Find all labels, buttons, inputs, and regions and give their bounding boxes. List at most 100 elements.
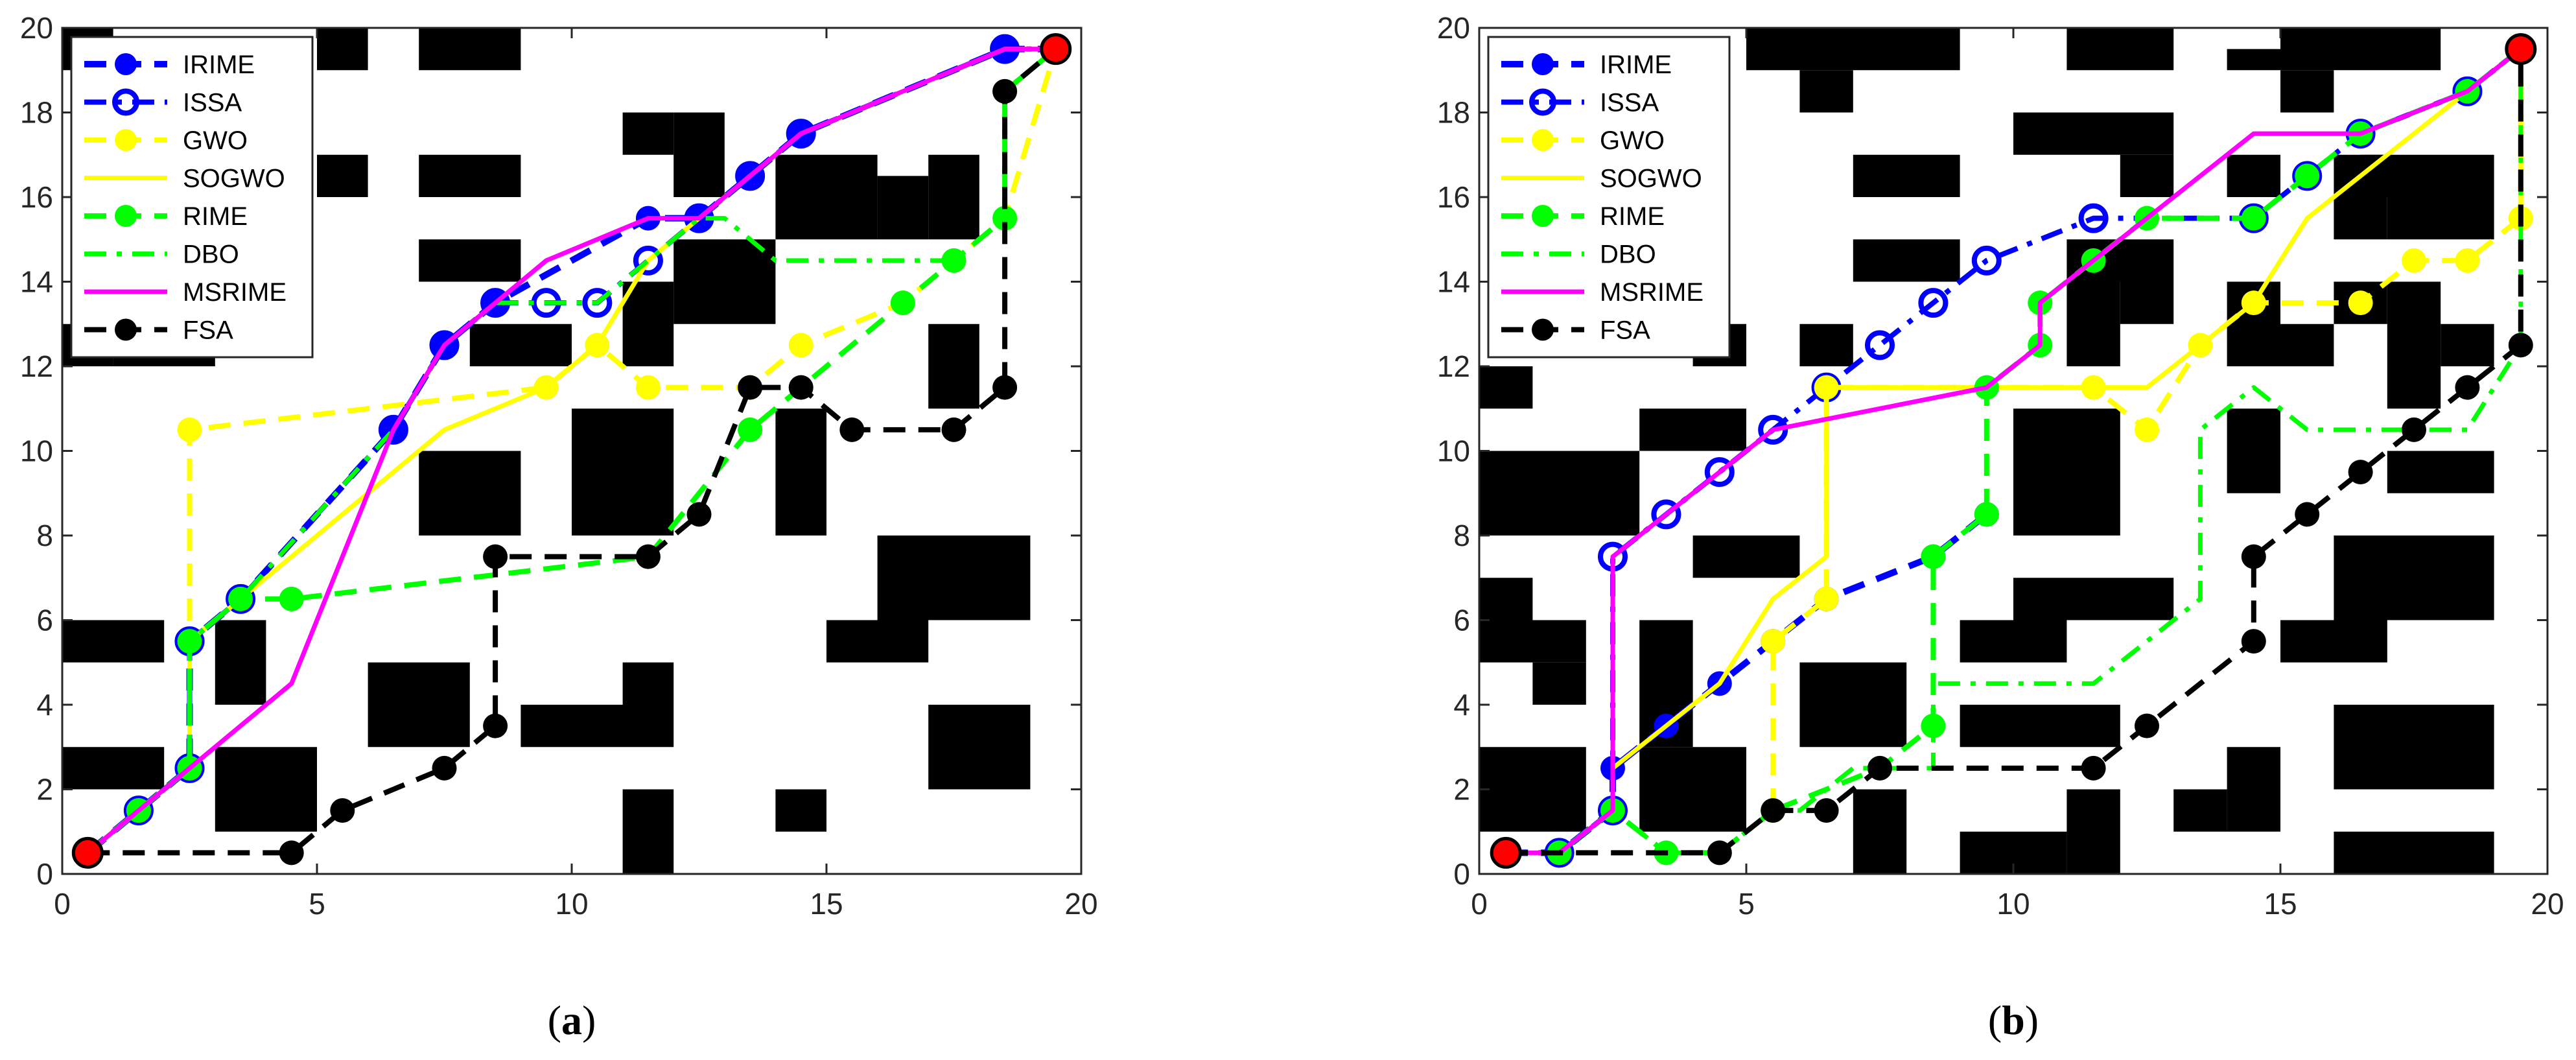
obstacle-block (2120, 281, 2174, 324)
obstacle-layer (1479, 28, 2494, 874)
obstacle-block (1532, 662, 1586, 705)
series-point-fsa (2241, 544, 2266, 569)
y-tick-label: 2 (1453, 773, 1470, 807)
obstacle-block (2067, 281, 2120, 366)
series-point-issa (1704, 457, 1735, 488)
obstacle-block (317, 28, 368, 71)
obstacle-block (419, 239, 521, 282)
obstacle-block (368, 662, 470, 748)
caption-close-paren: ) (2025, 997, 2039, 1043)
series-point-gwo (635, 375, 661, 400)
legend-label-sogwo: SOGWO (183, 165, 285, 193)
obstacle-block (1479, 366, 1533, 409)
series-point-fsa (2455, 375, 2480, 400)
obstacle-block (2227, 154, 2280, 197)
y-tick-label: 4 (1453, 688, 1470, 722)
y-tick-label: 12 (20, 349, 53, 383)
obstacle-block (2227, 408, 2280, 493)
series-point-rime (1974, 502, 1999, 527)
series-point-gwo (2135, 417, 2159, 442)
obstacle-block (1960, 705, 2120, 748)
y-tick-label: 10 (1437, 434, 1470, 468)
series-point-rime (279, 586, 304, 611)
y-tick-label: 0 (1453, 857, 1470, 891)
legend-label-gwo: GWO (183, 126, 248, 155)
obstacle-block (622, 112, 674, 155)
start-point-marker (1490, 836, 1522, 869)
series-point-fsa (635, 544, 661, 569)
series-point-issa (1758, 414, 1788, 445)
obstacle-block (928, 154, 979, 240)
obstacle-block (877, 536, 1031, 620)
legend-label-msrime: MSRIME (183, 278, 287, 307)
obstacle-block (1479, 747, 1586, 832)
series-point-rime (228, 586, 253, 611)
legend-label-fsa: FSA (183, 316, 233, 345)
obstacle-block (2280, 620, 2387, 663)
obstacle-block (1639, 747, 1746, 832)
start-point-marker (71, 836, 104, 869)
obstacle-block (622, 281, 674, 366)
obstacle-block (2280, 324, 2334, 366)
obstacle-block (2360, 154, 2494, 197)
legend-marker-fsa (115, 318, 137, 341)
legend-label-issa: ISSA (1600, 89, 1659, 117)
x-tick-label: 10 (555, 887, 588, 921)
obstacle-block (1479, 451, 1640, 536)
legend-marker-fsa (1532, 318, 1554, 341)
x-tick-label: 15 (2264, 887, 2297, 921)
obstacle-block (62, 620, 165, 663)
x-tick-label: 5 (309, 887, 325, 921)
caption-open-paren: ( (1988, 997, 2002, 1043)
x-tick-label: 20 (1064, 887, 1097, 921)
obstacle-block (1746, 28, 1960, 71)
series-point-fsa (941, 417, 966, 442)
series-point-fsa (788, 375, 814, 400)
series-point-issa (786, 119, 816, 149)
obstacle-block (2173, 789, 2227, 832)
x-tick-label: 20 (2531, 887, 2564, 921)
series-point-fsa (992, 375, 1018, 400)
series-point-gwo (2348, 290, 2373, 316)
legend-label-dbo: DBO (183, 241, 239, 269)
obstacle-block (775, 789, 826, 832)
legend-marker-issa (1529, 88, 1556, 116)
series-point-fsa (686, 502, 712, 527)
y-tick-label: 16 (1437, 180, 1470, 214)
series-layer (71, 33, 1072, 869)
series-point-fsa (1761, 798, 1786, 823)
obstacle-block (826, 620, 929, 663)
series-point-fsa (2402, 417, 2426, 442)
obstacle-block (1799, 324, 1853, 366)
y-tick-label: 10 (20, 434, 53, 468)
legend-label-irime: IRIME (1600, 51, 1672, 79)
y-tick-label: 14 (1437, 265, 1470, 299)
obstacle-block (419, 28, 521, 71)
obstacle-block (1639, 408, 1746, 451)
series-point-rime (1921, 544, 1946, 569)
legend-label-issa: ISSA (183, 89, 242, 117)
obstacle-block (2387, 281, 2441, 409)
x-tick-label: 0 (54, 887, 71, 921)
obstacle-block (928, 324, 979, 409)
obstacle-block (2013, 112, 2174, 155)
series-point-issa (735, 161, 766, 191)
legend: IRIME ISSA GWO SOGWO RIME DBO MSRIME FSA (1487, 36, 1731, 359)
obstacle-block (1853, 789, 1907, 874)
legend-label-fsa: FSA (1600, 316, 1650, 345)
series-point-rime (941, 248, 966, 273)
y-tick-label: 18 (1437, 96, 1470, 130)
series-point-issa (633, 245, 663, 276)
x-tick-label: 10 (1996, 887, 2030, 921)
series-point-issa (1865, 330, 1895, 360)
obstacle-block (2334, 831, 2494, 874)
series-point-rime (890, 290, 915, 316)
x-tick-label: 15 (810, 887, 843, 921)
y-tick-label: 20 (1437, 11, 1470, 45)
series-point-issa (1651, 499, 1681, 530)
series-point-gwo (788, 333, 814, 358)
obstacle-block (1799, 70, 1853, 113)
legend-label-gwo: GWO (1600, 126, 1665, 155)
obstacle-block (622, 789, 674, 874)
